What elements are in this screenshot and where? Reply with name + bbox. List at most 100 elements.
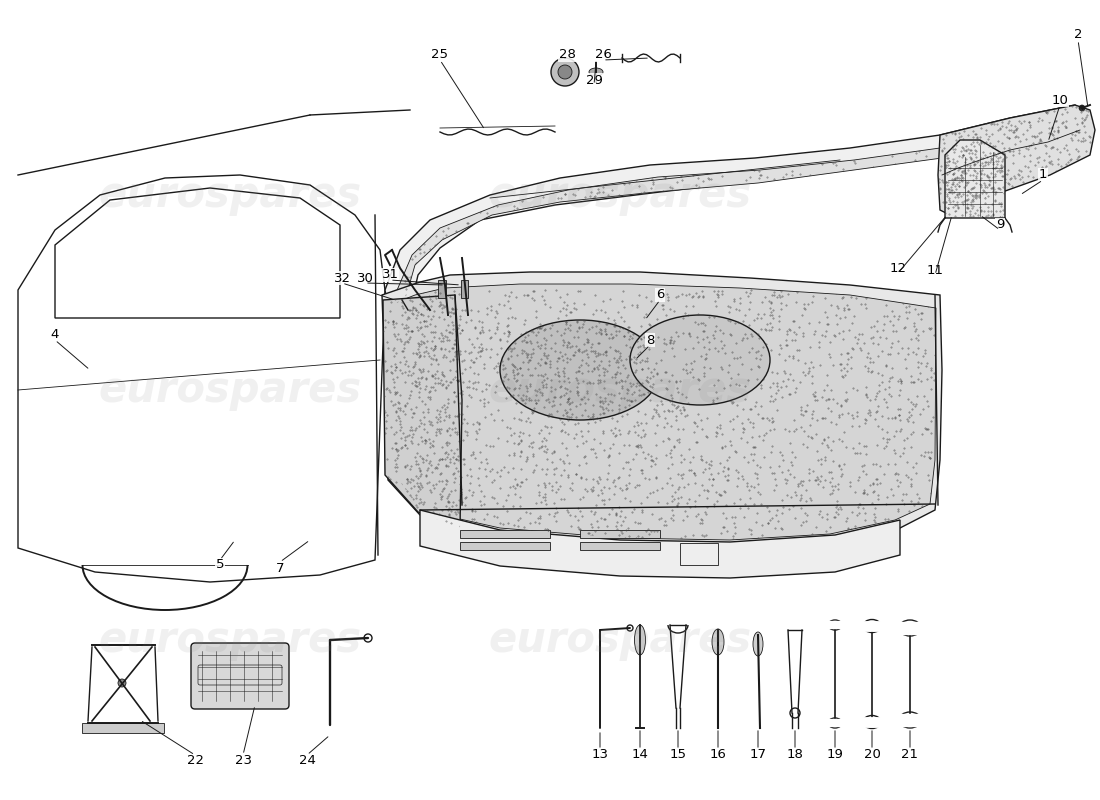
Point — [854, 202, 871, 215]
Point — [954, 151, 971, 164]
Point — [377, 382, 395, 395]
Point — [448, 508, 465, 521]
Point — [647, 251, 664, 264]
Point — [751, 322, 769, 335]
Point — [822, 298, 839, 311]
Point — [751, 146, 769, 158]
Point — [835, 216, 852, 229]
Text: 31: 31 — [382, 269, 398, 282]
Point — [481, 285, 498, 298]
Point — [387, 437, 405, 450]
Point — [864, 134, 881, 146]
Point — [512, 398, 529, 410]
Point — [519, 363, 537, 376]
Point — [586, 148, 604, 161]
Point — [849, 180, 867, 193]
Point — [548, 257, 565, 270]
Point — [429, 241, 447, 254]
Point — [662, 419, 680, 432]
Point — [607, 246, 625, 258]
Point — [690, 171, 707, 184]
Point — [1069, 190, 1087, 202]
Point — [1062, 126, 1079, 138]
Point — [376, 426, 394, 439]
Point — [590, 471, 607, 484]
Point — [950, 182, 968, 194]
Point — [575, 258, 593, 271]
Point — [460, 381, 477, 394]
Point — [877, 440, 894, 453]
Point — [855, 286, 872, 299]
Point — [972, 135, 990, 148]
Point — [561, 125, 579, 138]
Point — [590, 347, 607, 360]
Point — [876, 382, 893, 395]
Point — [1010, 261, 1027, 274]
Point — [873, 369, 891, 382]
Point — [426, 340, 443, 353]
Point — [752, 497, 770, 510]
Point — [576, 190, 594, 203]
Point — [632, 440, 650, 453]
Point — [686, 347, 704, 360]
Point — [811, 340, 828, 353]
Point — [697, 529, 715, 542]
Point — [424, 369, 441, 382]
Point — [800, 473, 817, 486]
Point — [443, 521, 461, 534]
Point — [417, 345, 434, 358]
Point — [432, 373, 450, 386]
Point — [414, 308, 431, 321]
Point — [641, 339, 659, 352]
Point — [568, 366, 585, 378]
Point — [541, 199, 559, 212]
Point — [468, 382, 485, 395]
Point — [664, 156, 682, 169]
Point — [488, 348, 506, 361]
Point — [1045, 102, 1063, 115]
Point — [937, 176, 955, 189]
Point — [628, 317, 646, 330]
Point — [591, 358, 608, 371]
Point — [946, 190, 964, 202]
Point — [493, 126, 510, 138]
Point — [735, 393, 752, 406]
Point — [939, 175, 957, 188]
Point — [757, 338, 774, 350]
Point — [549, 354, 566, 367]
Point — [755, 429, 772, 442]
Point — [521, 516, 539, 529]
Point — [431, 453, 449, 466]
Point — [786, 386, 804, 398]
Point — [1054, 108, 1071, 121]
Point — [729, 138, 747, 151]
Point — [571, 290, 588, 302]
Point — [398, 473, 416, 486]
Point — [604, 171, 622, 184]
Point — [654, 351, 672, 364]
Point — [379, 342, 397, 354]
Point — [843, 506, 860, 518]
Point — [568, 468, 585, 481]
Point — [490, 225, 507, 238]
Point — [546, 390, 563, 403]
Point — [756, 328, 773, 341]
Point — [899, 311, 916, 324]
Point — [604, 183, 622, 196]
Point — [908, 456, 925, 469]
Point — [602, 340, 619, 353]
Point — [477, 129, 495, 142]
Point — [515, 355, 532, 368]
Point — [606, 371, 624, 384]
Point — [647, 470, 664, 483]
Point — [969, 248, 987, 261]
Point — [472, 456, 490, 469]
Point — [851, 342, 869, 354]
Point — [514, 347, 531, 360]
Point — [778, 116, 795, 129]
Point — [827, 286, 845, 299]
Point — [754, 386, 771, 399]
Point — [384, 367, 402, 380]
Point — [980, 170, 998, 183]
Point — [642, 146, 660, 159]
